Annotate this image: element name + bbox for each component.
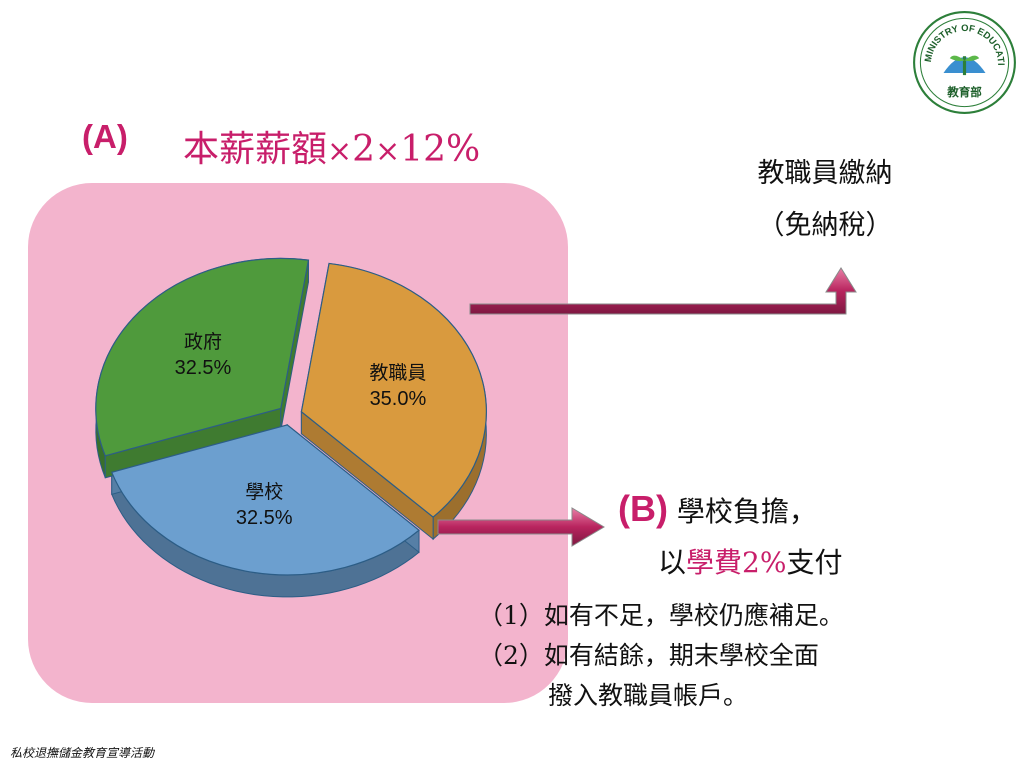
section-b-line1: (B) 學校負擔， — [618, 488, 817, 530]
section-b-highlight: 學費2% — [686, 546, 787, 579]
pie-slice-1 — [110, 424, 420, 576]
formula-mul1: × — [327, 134, 353, 169]
staff-contribution-line1: 教職員繳納 — [757, 158, 893, 189]
note-1: （1）如有不足，學校仍應補足。 — [478, 596, 844, 636]
formula-mul2: × — [375, 134, 401, 169]
formula-two: 2 — [352, 129, 376, 170]
note-1-num: （1） — [478, 601, 544, 630]
staff-contribution-text: 教職員繳納 （免納稅） — [700, 148, 950, 252]
note-2-text: 如有結餘，期末學校全面 — [543, 641, 819, 670]
formula-part1: 本薪薪額 — [183, 129, 328, 170]
note-2-num: （2） — [478, 641, 544, 670]
section-b-text: 學校負擔， — [676, 495, 817, 528]
note-2: （2）如有結餘，期末學校全面 — [478, 636, 844, 676]
logo-zh: 教育部 — [946, 85, 982, 99]
notes: （1）如有不足，學校仍應補足。 （2）如有結餘，期末學校全面 撥入教職員帳戶。 — [478, 596, 844, 716]
label-a: (A) — [82, 118, 128, 155]
section-b-prefix: 以 — [658, 546, 687, 579]
pie-slice-2 — [95, 257, 310, 457]
formula-pct: 12% — [400, 129, 481, 170]
pie-chart — [95, 257, 487, 598]
section-b-line2: 以學費2%支付 — [658, 541, 842, 581]
formula-a: 本薪薪額×2×12% — [183, 120, 480, 172]
staff-contribution-line2: （免納稅） — [757, 210, 893, 241]
note-2-cont: 撥入教職員帳戶。 — [548, 681, 749, 710]
pie-slice-0 — [300, 262, 487, 518]
note-1-text: 如有不足，學校仍應補足。 — [543, 601, 844, 630]
label-b: (B) — [618, 488, 668, 529]
ministry-of-education-logo: MINISTRY OF EDUCATION 教育部 — [912, 10, 1016, 114]
footer-text: 私校退撫儲金教育宣導活動 — [10, 746, 155, 760]
section-b-suffix: 支付 — [786, 546, 843, 579]
